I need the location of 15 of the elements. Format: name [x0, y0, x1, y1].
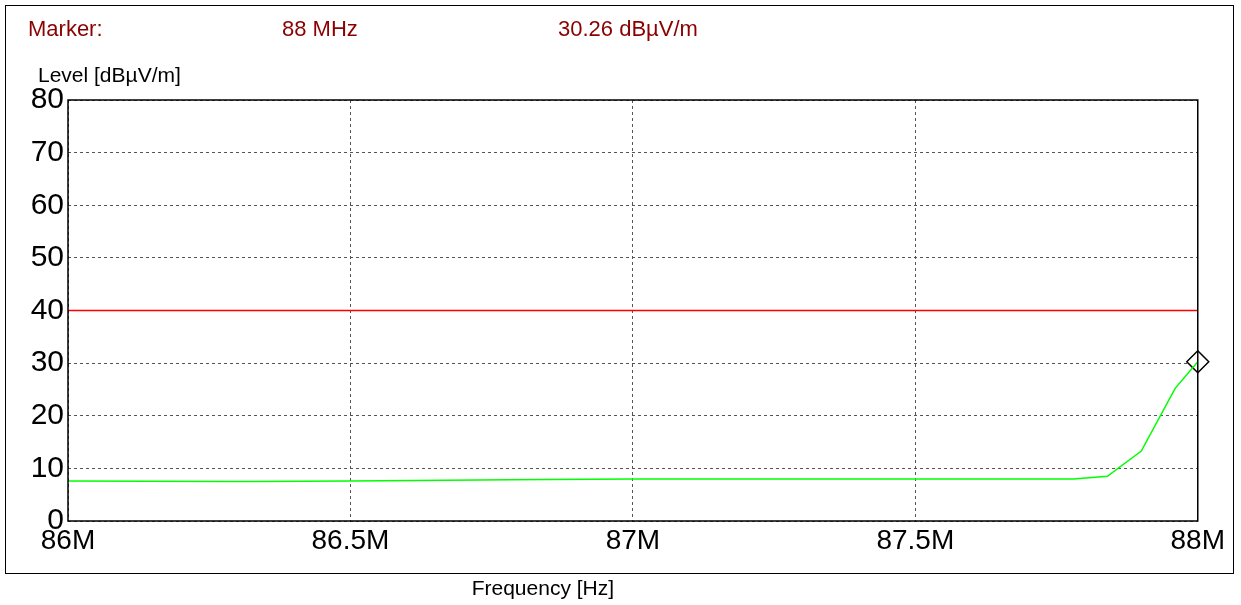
- x-tick-label: 87.5M: [876, 523, 955, 555]
- x-tick-label: 86.5M: [311, 523, 390, 555]
- x-axis-title: Frequency [Hz]: [471, 576, 615, 600]
- y-tick-label: 30: [30, 344, 64, 378]
- x-tick-label: 88M: [1170, 523, 1225, 555]
- y-tick-label: 10: [30, 449, 64, 483]
- y-tick-label: 40: [30, 291, 64, 325]
- x-tick-label: 87M: [605, 523, 661, 555]
- text: Marker:: [28, 16, 103, 42]
- y-tick-label: 60: [30, 186, 64, 220]
- y-tick-label: 70: [30, 133, 64, 167]
- text: 88 MHz: [282, 16, 358, 42]
- text: 30.26 dBµV/m: [558, 16, 698, 42]
- y-tick-label: 50: [30, 239, 64, 273]
- y-tick-label: 20: [30, 397, 64, 431]
